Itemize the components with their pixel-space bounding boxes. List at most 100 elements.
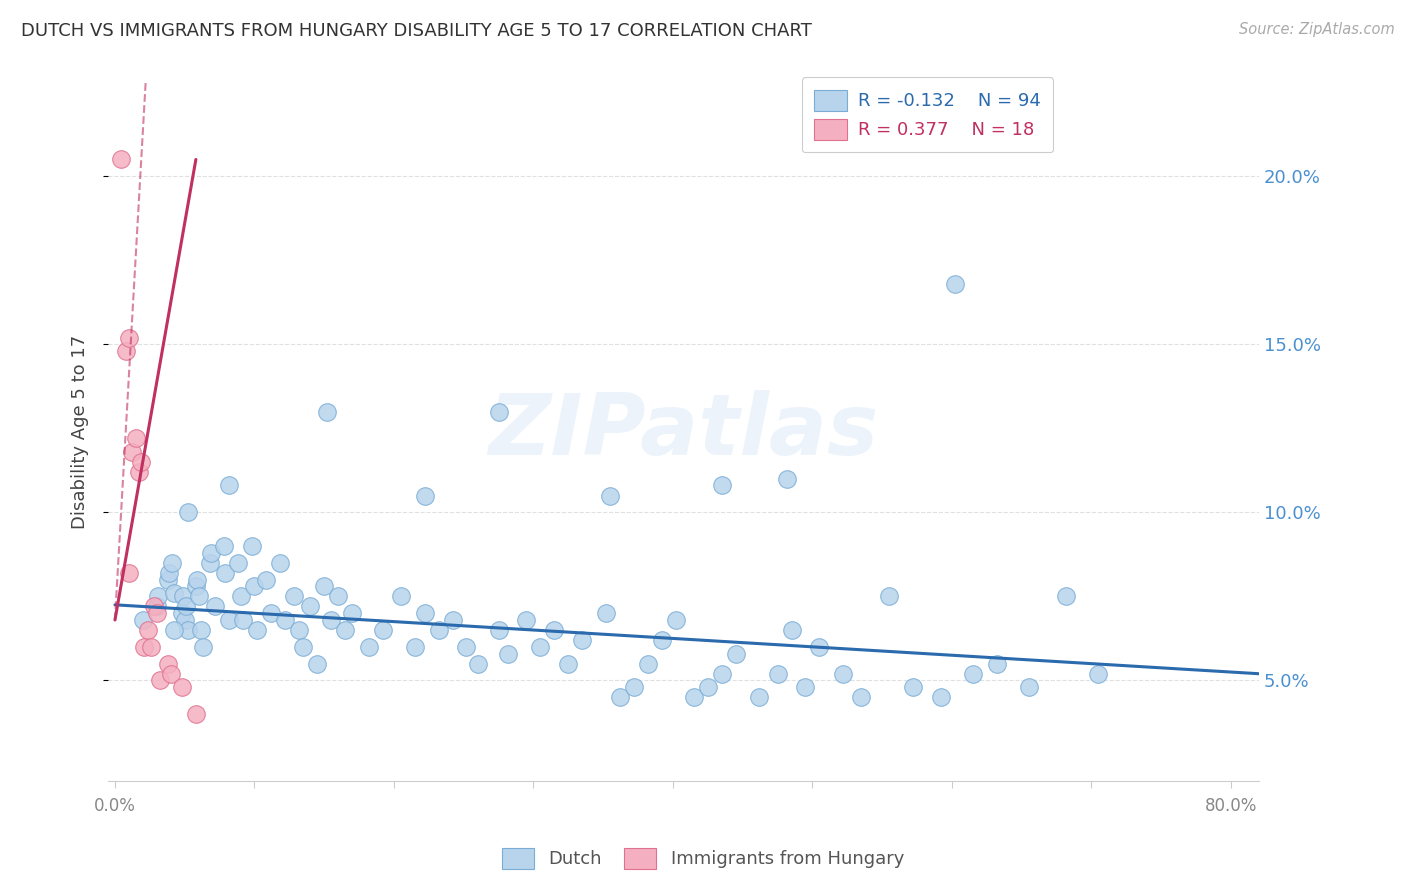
Point xyxy=(134,640,156,654)
Point xyxy=(766,666,789,681)
Point xyxy=(1054,590,1077,604)
Point xyxy=(851,690,873,705)
Text: DUTCH VS IMMIGRANTS FROM HUNGARY DISABILITY AGE 5 TO 17 CORRELATION CHART: DUTCH VS IMMIGRANTS FROM HUNGARY DISABIL… xyxy=(21,22,813,40)
Point xyxy=(316,404,339,418)
Point xyxy=(156,657,179,671)
Point xyxy=(218,478,240,492)
Text: Source: ZipAtlas.com: Source: ZipAtlas.com xyxy=(1239,22,1395,37)
Point xyxy=(131,455,153,469)
Point xyxy=(143,599,166,614)
Point xyxy=(609,690,631,705)
Point xyxy=(571,633,593,648)
Point xyxy=(200,546,222,560)
Point xyxy=(288,623,311,637)
Point xyxy=(170,680,193,694)
Point xyxy=(232,613,254,627)
Point xyxy=(160,556,183,570)
Point xyxy=(212,539,235,553)
Point xyxy=(557,657,579,671)
Point xyxy=(246,623,269,637)
Point xyxy=(190,623,212,637)
Point xyxy=(529,640,551,654)
Point xyxy=(599,489,621,503)
Point xyxy=(173,613,195,627)
Point xyxy=(162,586,184,600)
Point xyxy=(176,505,198,519)
Point xyxy=(254,573,277,587)
Point xyxy=(340,606,363,620)
Point xyxy=(110,153,132,167)
Point xyxy=(780,623,803,637)
Point xyxy=(118,330,141,344)
Point xyxy=(333,623,356,637)
Y-axis label: Disability Age 5 to 17: Disability Age 5 to 17 xyxy=(72,334,89,529)
Legend: R = -0.132    N = 94, R = 0.377    N = 18: R = -0.132 N = 94, R = 0.377 N = 18 xyxy=(801,78,1053,153)
Point xyxy=(623,680,645,694)
Point xyxy=(172,590,194,604)
Point xyxy=(174,599,197,614)
Point xyxy=(748,690,770,705)
Point xyxy=(307,657,329,671)
Point xyxy=(260,606,283,620)
Point xyxy=(138,623,160,637)
Point xyxy=(943,277,966,291)
Point xyxy=(710,478,733,492)
Point xyxy=(986,657,1008,671)
Point xyxy=(157,566,180,580)
Point xyxy=(1018,680,1040,694)
Point xyxy=(467,657,489,671)
Point xyxy=(184,707,207,722)
Point xyxy=(269,556,291,570)
Point xyxy=(184,579,207,593)
Point xyxy=(170,606,193,620)
Point xyxy=(299,599,322,614)
Point xyxy=(1087,666,1109,681)
Point xyxy=(877,590,900,604)
Point xyxy=(665,613,688,627)
Point xyxy=(214,566,236,580)
Point xyxy=(595,606,617,620)
Point xyxy=(314,579,336,593)
Point xyxy=(794,680,817,694)
Point xyxy=(776,472,799,486)
Point xyxy=(357,640,380,654)
Point xyxy=(498,647,520,661)
Point xyxy=(832,666,855,681)
Point xyxy=(929,690,952,705)
Point xyxy=(328,590,350,604)
Point xyxy=(146,606,169,620)
Point xyxy=(118,566,141,580)
Point xyxy=(191,640,214,654)
Point xyxy=(696,680,718,694)
Point xyxy=(156,573,179,587)
Point xyxy=(128,465,150,479)
Point xyxy=(186,573,208,587)
Point xyxy=(292,640,315,654)
Point xyxy=(243,579,266,593)
Point xyxy=(274,613,297,627)
Point xyxy=(651,633,673,648)
Point xyxy=(141,640,163,654)
Point xyxy=(413,606,436,620)
Point xyxy=(456,640,478,654)
Point xyxy=(125,432,148,446)
Text: ZIPatlas: ZIPatlas xyxy=(488,390,879,474)
Point xyxy=(962,666,984,681)
Point xyxy=(389,590,412,604)
Point xyxy=(176,623,198,637)
Point xyxy=(146,599,169,614)
Point xyxy=(427,623,450,637)
Point xyxy=(149,673,172,688)
Point xyxy=(488,404,510,418)
Point xyxy=(808,640,831,654)
Point xyxy=(488,623,510,637)
Point xyxy=(543,623,565,637)
Point xyxy=(115,344,138,359)
Point xyxy=(371,623,394,637)
Point xyxy=(148,590,170,604)
Point xyxy=(283,590,305,604)
Point xyxy=(218,613,240,627)
Point xyxy=(159,666,181,681)
Point xyxy=(204,599,226,614)
Point xyxy=(229,590,252,604)
